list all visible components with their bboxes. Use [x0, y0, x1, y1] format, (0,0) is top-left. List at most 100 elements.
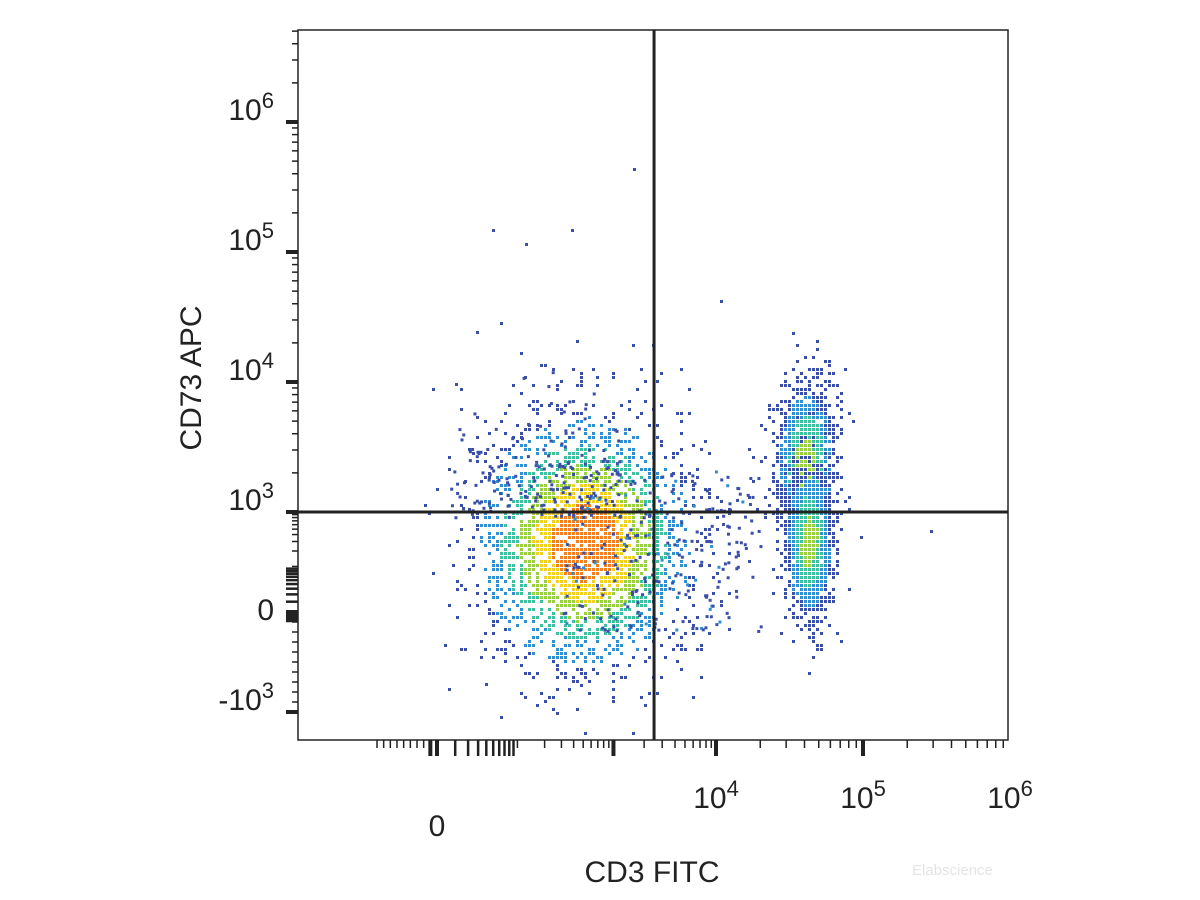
- event-dot: [580, 476, 583, 479]
- event-dot: [576, 340, 579, 343]
- event-dot: [776, 528, 779, 531]
- event-dot: [576, 384, 579, 387]
- event-dot: [556, 572, 559, 575]
- event-dot: [696, 468, 699, 471]
- event-dot: [632, 568, 635, 571]
- event-dot: [432, 572, 435, 575]
- event-dot: [704, 536, 707, 539]
- event-dot: [540, 516, 543, 519]
- event-dot: [648, 484, 651, 487]
- event-dot: [788, 484, 791, 487]
- event-dot: [520, 456, 523, 459]
- event-dot: [616, 616, 619, 619]
- event-dot: [632, 452, 635, 455]
- event-dot: [588, 628, 591, 631]
- event-dot: [532, 496, 535, 499]
- event-dot: [556, 632, 559, 635]
- event-dot: [820, 392, 823, 395]
- event-dot: [528, 540, 531, 543]
- event-dot: [780, 468, 783, 471]
- event-dot: [620, 508, 623, 511]
- event-dot: [572, 504, 575, 507]
- event-dot: [488, 504, 491, 507]
- event-dot: [576, 568, 579, 571]
- event-dot: [828, 564, 831, 567]
- event-dot: [492, 656, 495, 659]
- event-dot: [508, 576, 511, 579]
- event-dot: [536, 572, 539, 575]
- event-dot: [568, 544, 571, 547]
- event-dot: [432, 388, 435, 391]
- event-dot: [776, 408, 779, 411]
- event-dot: [612, 468, 615, 471]
- event-dot: [564, 472, 567, 475]
- event-dot: [484, 420, 487, 423]
- event-dot: [580, 520, 583, 523]
- event-dot: [780, 464, 783, 467]
- event-dot: [536, 552, 539, 555]
- event-dot: [628, 520, 631, 523]
- event-dot: [628, 476, 631, 479]
- event-dot: [616, 536, 619, 539]
- event-dot: [568, 484, 571, 487]
- event-dot: [484, 592, 487, 595]
- event-dot: [596, 444, 599, 447]
- event-dot: [532, 676, 535, 679]
- event-dot: [788, 468, 791, 471]
- event-dot: [516, 500, 519, 503]
- event-dot: [480, 640, 483, 643]
- event-dot: [792, 444, 795, 447]
- event-dot: [620, 480, 623, 483]
- event-dot: [556, 560, 559, 563]
- event-dot: [604, 604, 607, 607]
- event-dot: [564, 516, 567, 519]
- event-dot: [800, 404, 803, 407]
- event-dot: [588, 540, 591, 543]
- event-dot: [560, 484, 563, 487]
- event-dot: [584, 484, 587, 487]
- event-dot: [496, 576, 499, 579]
- event-dot: [624, 588, 627, 591]
- event-dot: [812, 584, 815, 587]
- event-dot: [616, 464, 619, 467]
- event-dot: [592, 588, 595, 591]
- event-dot: [616, 604, 619, 607]
- event-dot: [496, 548, 499, 551]
- event-dot: [816, 644, 819, 647]
- event-dot: [596, 496, 599, 499]
- event-dot: [792, 416, 795, 419]
- event-dot: [692, 604, 695, 607]
- event-dot: [516, 624, 519, 627]
- event-dot: [564, 440, 567, 443]
- event-dot: [560, 556, 563, 559]
- event-dot: [572, 588, 575, 591]
- event-dot: [828, 416, 831, 419]
- event-dot: [520, 392, 523, 395]
- event-dot: [816, 412, 819, 415]
- event-dot: [608, 544, 611, 547]
- event-dot: [564, 520, 567, 523]
- event-dot: [600, 500, 603, 503]
- event-dot: [828, 380, 831, 383]
- event-dot: [800, 392, 803, 395]
- event-dot: [800, 472, 803, 475]
- event-dot: [784, 448, 787, 451]
- event-dot: [792, 388, 795, 391]
- event-dot: [692, 588, 695, 591]
- event-dot: [600, 476, 603, 479]
- event-dot: [556, 664, 559, 667]
- event-dot: [552, 640, 555, 643]
- event-dot: [608, 516, 611, 519]
- event-dot: [588, 464, 591, 467]
- event-dot: [768, 404, 771, 407]
- event-dot: [628, 516, 631, 519]
- event-dot: [588, 528, 591, 531]
- event-dot: [528, 480, 531, 483]
- event-dot: [672, 588, 675, 591]
- event-dot: [604, 576, 607, 579]
- event-dot: [660, 532, 663, 535]
- event-dot: [640, 536, 643, 539]
- event-dot: [516, 616, 519, 619]
- event-dot: [840, 416, 843, 419]
- event-dot: [560, 604, 563, 607]
